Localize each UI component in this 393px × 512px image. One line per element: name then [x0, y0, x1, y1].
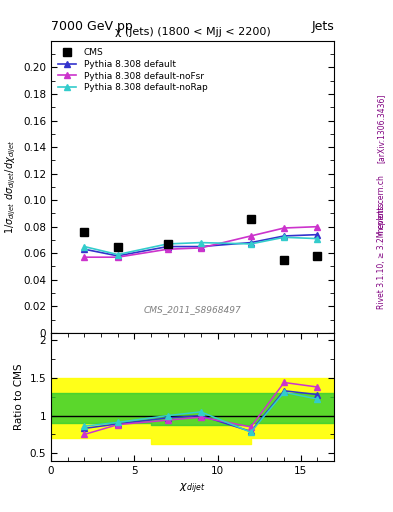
- Text: Rivet 3.1.10, ≥ 3.2M events: Rivet 3.1.10, ≥ 3.2M events: [377, 203, 386, 309]
- Pythia 8.308 default-noFsr: [248, 233, 253, 239]
- Pythia 8.308 default-noRap: [115, 251, 120, 258]
- Pythia 8.308 default: [248, 240, 253, 246]
- Pythia 8.308 default-noRap: [198, 240, 203, 246]
- Pythia 8.308 default: [198, 244, 203, 250]
- Pythia 8.308 default-noRap: [282, 234, 286, 240]
- Pythia 8.308 default: [165, 244, 170, 250]
- Pythia 8.308 default-noRap: [165, 241, 170, 247]
- Title: χ (jets) (1800 < Mjj < 2200): χ (jets) (1800 < Mjj < 2200): [115, 28, 270, 37]
- Pythia 8.308 default-noFsr: [115, 254, 120, 260]
- Text: Jets: Jets: [311, 20, 334, 33]
- Pythia 8.308 default: [282, 233, 286, 239]
- CMS: [82, 229, 87, 235]
- CMS: [165, 241, 170, 247]
- Pythia 8.308 default-noFsr: [198, 245, 203, 251]
- CMS: [282, 257, 286, 263]
- Line: Pythia 8.308 default: Pythia 8.308 default: [81, 231, 321, 260]
- X-axis label: $\chi_{dijet}$: $\chi_{dijet}$: [179, 481, 206, 496]
- Pythia 8.308 default-noRap: [82, 244, 87, 250]
- Y-axis label: $1/\sigma_{dijet}\ d\sigma_{dijet}/d\chi_{dijet}$: $1/\sigma_{dijet}\ d\sigma_{dijet}/d\chi…: [3, 140, 18, 234]
- Line: Pythia 8.308 default-noRap: Pythia 8.308 default-noRap: [81, 234, 321, 258]
- Text: mcplots.cern.ch: mcplots.cern.ch: [377, 175, 386, 235]
- Text: 7000 GeV pp: 7000 GeV pp: [51, 20, 133, 33]
- CMS: [315, 253, 320, 259]
- Pythia 8.308 default: [315, 231, 320, 238]
- Pythia 8.308 default: [82, 246, 87, 252]
- Pythia 8.308 default-noFsr: [315, 224, 320, 230]
- Y-axis label: Ratio to CMS: Ratio to CMS: [14, 364, 24, 430]
- Pythia 8.308 default: [115, 253, 120, 259]
- Text: CMS_2011_S8968497: CMS_2011_S8968497: [144, 305, 241, 314]
- Pythia 8.308 default-noFsr: [165, 246, 170, 252]
- Pythia 8.308 default-noRap: [315, 236, 320, 242]
- CMS: [248, 216, 253, 222]
- Line: Pythia 8.308 default-noFsr: Pythia 8.308 default-noFsr: [81, 223, 321, 261]
- Text: [arXiv:1306.3436]: [arXiv:1306.3436]: [377, 93, 386, 163]
- Pythia 8.308 default-noFsr: [82, 254, 87, 260]
- Legend: CMS, Pythia 8.308 default, Pythia 8.308 default-noFsr, Pythia 8.308 default-noRa: CMS, Pythia 8.308 default, Pythia 8.308 …: [55, 46, 210, 95]
- Pythia 8.308 default-noRap: [248, 241, 253, 247]
- CMS: [115, 244, 120, 250]
- Line: CMS: CMS: [80, 215, 321, 264]
- Pythia 8.308 default-noFsr: [282, 225, 286, 231]
